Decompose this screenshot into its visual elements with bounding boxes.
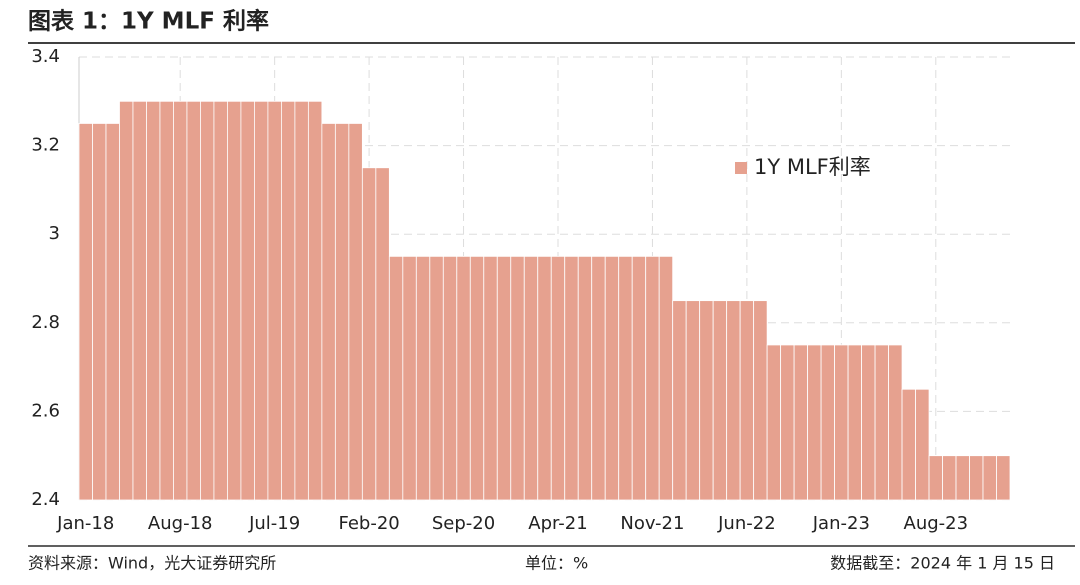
bar bbox=[78, 123, 93, 501]
bar bbox=[861, 344, 876, 501]
bar bbox=[537, 255, 552, 501]
bar bbox=[955, 455, 970, 501]
unit: 单位：% bbox=[525, 554, 588, 573]
bar bbox=[915, 388, 930, 501]
bar bbox=[685, 300, 701, 501]
bar bbox=[982, 455, 997, 501]
bar bbox=[726, 300, 741, 501]
bar bbox=[334, 123, 350, 501]
bar bbox=[942, 455, 957, 501]
x-tick-label: Jan-18 bbox=[56, 513, 114, 534]
x-tick-label: Sep-20 bbox=[432, 513, 495, 534]
bar bbox=[429, 255, 444, 501]
bar bbox=[604, 255, 620, 501]
bar bbox=[105, 123, 120, 501]
bar bbox=[658, 255, 674, 501]
bar bbox=[442, 255, 458, 501]
bar bbox=[186, 100, 201, 501]
bar bbox=[348, 123, 363, 501]
bar bbox=[901, 388, 916, 501]
bar bbox=[564, 255, 579, 501]
x-tick-label: Apr-21 bbox=[528, 513, 587, 534]
bar bbox=[361, 167, 377, 501]
bar bbox=[119, 100, 134, 501]
x-tick-label: Nov-21 bbox=[620, 513, 684, 534]
y-tick-label: 3.4 bbox=[31, 46, 60, 67]
x-tick-label: Jun-22 bbox=[717, 513, 776, 534]
bar bbox=[793, 344, 809, 501]
x-tick-label: Jan-23 bbox=[812, 513, 870, 534]
bar bbox=[227, 100, 242, 501]
date: 数据截至：2024 年 1 月 15 日 bbox=[830, 554, 1055, 573]
bar bbox=[699, 300, 714, 501]
bar bbox=[132, 100, 147, 501]
bar bbox=[780, 344, 795, 501]
bar bbox=[550, 255, 566, 501]
bar bbox=[928, 455, 943, 501]
bar bbox=[523, 255, 539, 501]
bar bbox=[712, 300, 728, 501]
bar bbox=[200, 100, 215, 501]
bar bbox=[92, 123, 107, 501]
bar bbox=[645, 255, 660, 501]
x-tick-label: Aug-18 bbox=[148, 513, 213, 534]
bar bbox=[618, 255, 633, 501]
bar bbox=[577, 255, 593, 501]
bar bbox=[254, 100, 269, 501]
bar bbox=[375, 167, 390, 501]
bar bbox=[483, 255, 498, 501]
bar bbox=[146, 100, 161, 501]
bar bbox=[834, 344, 849, 501]
bar bbox=[631, 255, 647, 501]
bar bbox=[807, 344, 822, 501]
bar bbox=[820, 344, 835, 501]
y-tick-label: 2.8 bbox=[31, 312, 60, 333]
y-tick-label: 3.2 bbox=[31, 135, 60, 156]
bar bbox=[456, 255, 471, 501]
bar bbox=[402, 255, 417, 501]
legend-label: 1Y MLF利率 bbox=[754, 155, 871, 179]
bar bbox=[591, 255, 606, 501]
y-tick-label: 2.4 bbox=[31, 489, 60, 510]
x-tick-label: Aug-23 bbox=[904, 513, 969, 534]
bar bbox=[969, 455, 984, 501]
bar bbox=[321, 123, 336, 501]
y-tick-label: 2.6 bbox=[31, 400, 60, 421]
bar bbox=[415, 255, 431, 501]
bar bbox=[267, 100, 282, 501]
bar bbox=[888, 344, 903, 501]
bar bbox=[847, 344, 862, 501]
bar bbox=[294, 100, 309, 501]
legend-swatch bbox=[735, 162, 747, 174]
bar bbox=[510, 255, 525, 501]
bar bbox=[388, 255, 404, 501]
x-tick-label: Feb-20 bbox=[338, 513, 399, 534]
bar bbox=[469, 255, 485, 501]
bar bbox=[213, 100, 228, 501]
bar bbox=[996, 455, 1011, 501]
bar bbox=[672, 300, 687, 501]
x-tick-label: Jul-19 bbox=[248, 513, 300, 534]
bar bbox=[307, 100, 323, 501]
bar bbox=[159, 100, 174, 501]
bar bbox=[496, 255, 512, 501]
bar bbox=[766, 344, 782, 501]
bar bbox=[173, 100, 188, 501]
bar bbox=[739, 300, 755, 501]
y-tick-label: 3 bbox=[49, 223, 60, 244]
bar bbox=[753, 300, 768, 501]
bar bbox=[240, 100, 255, 501]
bar bbox=[874, 344, 889, 501]
chart-title: 图表 1：1Y MLF 利率 bbox=[28, 8, 269, 35]
source: 资料来源：Wind，光大证券研究所 bbox=[28, 554, 276, 573]
bar bbox=[280, 100, 296, 501]
